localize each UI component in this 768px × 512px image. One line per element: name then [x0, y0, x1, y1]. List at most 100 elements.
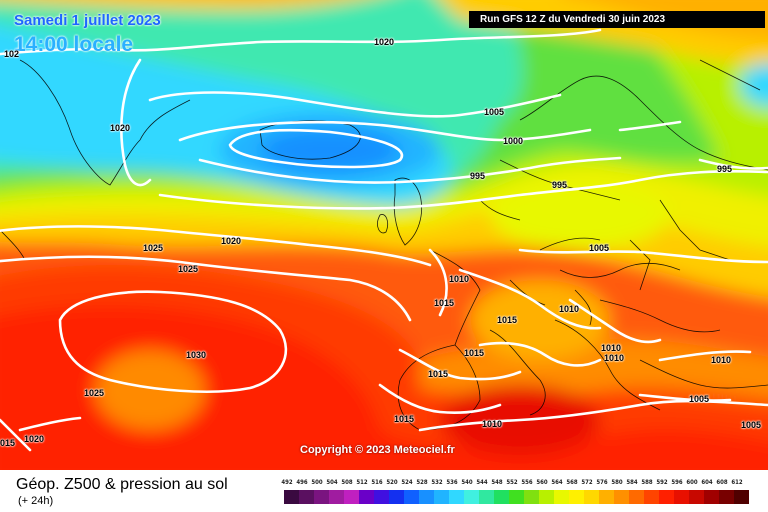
scale-value-label: 508 [341, 479, 353, 486]
scale-color-cell [359, 490, 374, 504]
scale-color-cell [569, 490, 584, 504]
scale-color-cell [539, 490, 554, 504]
isobar-label: 1025 [143, 243, 164, 253]
scale-color-cell [434, 490, 449, 504]
scale-value-label: 564 [551, 479, 563, 486]
scale-value-label: 592 [656, 479, 668, 486]
scale-color-cell [374, 490, 389, 504]
scale-value-label: 504 [326, 479, 338, 486]
isobar-label: 1005 [484, 107, 505, 117]
scale-color-cell [284, 490, 299, 504]
scale-value-label: 556 [521, 479, 533, 486]
isobar-label: 995 [552, 180, 568, 190]
scale-color-cell [449, 490, 464, 504]
scale-color-cell [719, 490, 734, 504]
scale-color-cell [599, 490, 614, 504]
scale-color-cell [554, 490, 569, 504]
scale-value-label: 576 [596, 479, 608, 486]
scale-color-cell [584, 490, 599, 504]
scale-color-cell [644, 490, 659, 504]
scale-color-cell [464, 490, 479, 504]
scale-value-label: 596 [671, 479, 683, 486]
z500-color-scale [284, 490, 749, 504]
scale-value-label: 516 [371, 479, 383, 486]
scale-value-label: 580 [611, 479, 623, 486]
scale-value-label: 604 [701, 479, 713, 486]
isobar-label: 1005 [589, 243, 610, 253]
scale-color-cell [509, 490, 524, 504]
scale-value-label: 608 [716, 479, 728, 486]
scale-color-cell [479, 490, 494, 504]
scale-value-label: 540 [461, 479, 473, 486]
legend-title: Géop. Z500 & pression au sol [16, 476, 228, 493]
scale-color-cell [674, 490, 689, 504]
legend-footer: Géop. Z500 & pression au sol (+ 24h) 492… [0, 470, 768, 512]
forecast-date: Samedi 1 juillet 2023 [14, 12, 161, 29]
z500-scale-labels: 492 496 500 504 508 512 516 520 524 528 532 536 540 5… [281, 479, 753, 489]
isobar-label: 1010 [711, 355, 732, 365]
isobar-label: 1010 [482, 419, 503, 429]
scale-color-cell [389, 490, 404, 504]
scale-color-cell [329, 490, 344, 504]
isobar-label: 1015 [428, 369, 449, 379]
scale-color-cell [704, 490, 719, 504]
scale-value-label: 496 [296, 479, 308, 486]
isobar-label: 1015 [497, 315, 518, 325]
scale-color-cell [494, 490, 509, 504]
isobar-label: 1005 [689, 394, 710, 404]
z500-field [0, 0, 768, 470]
isobar-label: 1005 [741, 420, 762, 430]
scale-color-cell [659, 490, 674, 504]
scale-color-cell [314, 490, 329, 504]
scale-value-label: 612 [731, 479, 743, 486]
isobar-label: 1025 [178, 264, 199, 274]
weather-map: Samedi 1 juillet 2023 14:00 locale Run G… [0, 0, 768, 470]
isobar-label: 1015 [394, 414, 415, 424]
isobar-label: 1030 [186, 350, 207, 360]
scale-color-cell [419, 490, 434, 504]
scale-value-label: 528 [416, 479, 428, 486]
isobars [0, 28, 768, 452]
scale-color-cell [629, 490, 644, 504]
copyright-notice: Copyright © 2023 Meteociel.fr [300, 444, 455, 456]
scale-color-cell [689, 490, 704, 504]
isobar-label: 995 [470, 171, 486, 181]
scale-value-label: 572 [581, 479, 593, 486]
scale-color-cell [524, 490, 539, 504]
scale-value-label: 552 [506, 479, 518, 486]
isobar-label: 1020 [221, 236, 242, 246]
isobar-label: 1010 [601, 343, 622, 353]
scale-value-label: 500 [311, 479, 323, 486]
scale-value-label: 524 [401, 479, 413, 486]
isobar-label: 1010 [449, 274, 470, 284]
scale-value-label: 548 [491, 479, 503, 486]
forecast-time: 14:00 locale [14, 33, 134, 56]
scale-value-label: 512 [356, 479, 368, 486]
scale-value-label: 532 [431, 479, 443, 486]
scale-value-label: 588 [641, 479, 653, 486]
run-info-banner: Run GFS 12 Z du Vendredi 30 juin 2023 [469, 11, 765, 28]
legend-subtitle: (+ 24h) [18, 495, 54, 507]
isobar-label: 1020 [374, 37, 395, 47]
scale-value-label: 600 [686, 479, 698, 486]
isobar-label: 102 [4, 49, 20, 59]
isobar-label: 1010 [604, 353, 625, 363]
scale-value-label: 520 [386, 479, 398, 486]
scale-value-label: 544 [476, 479, 488, 486]
isobar-label: 1015 [464, 348, 485, 358]
scale-value-label: 584 [626, 479, 638, 486]
isobar-label: 1020 [24, 434, 45, 444]
scale-color-cell [734, 490, 749, 504]
isobar-label: 015 [0, 438, 16, 448]
scale-color-cell [344, 490, 359, 504]
scale-value-label: 568 [566, 479, 578, 486]
isobar-label: 1025 [84, 388, 105, 398]
scale-value-label: 492 [281, 479, 293, 486]
isobar-label: 1010 [559, 304, 580, 314]
coastlines [0, 59, 768, 431]
isobar-label: 1000 [503, 136, 524, 146]
scale-value-label: 536 [446, 479, 458, 486]
isobar-label: 1020 [110, 123, 131, 133]
isobar-label: 995 [717, 164, 733, 174]
scale-value-label: 560 [536, 479, 548, 486]
